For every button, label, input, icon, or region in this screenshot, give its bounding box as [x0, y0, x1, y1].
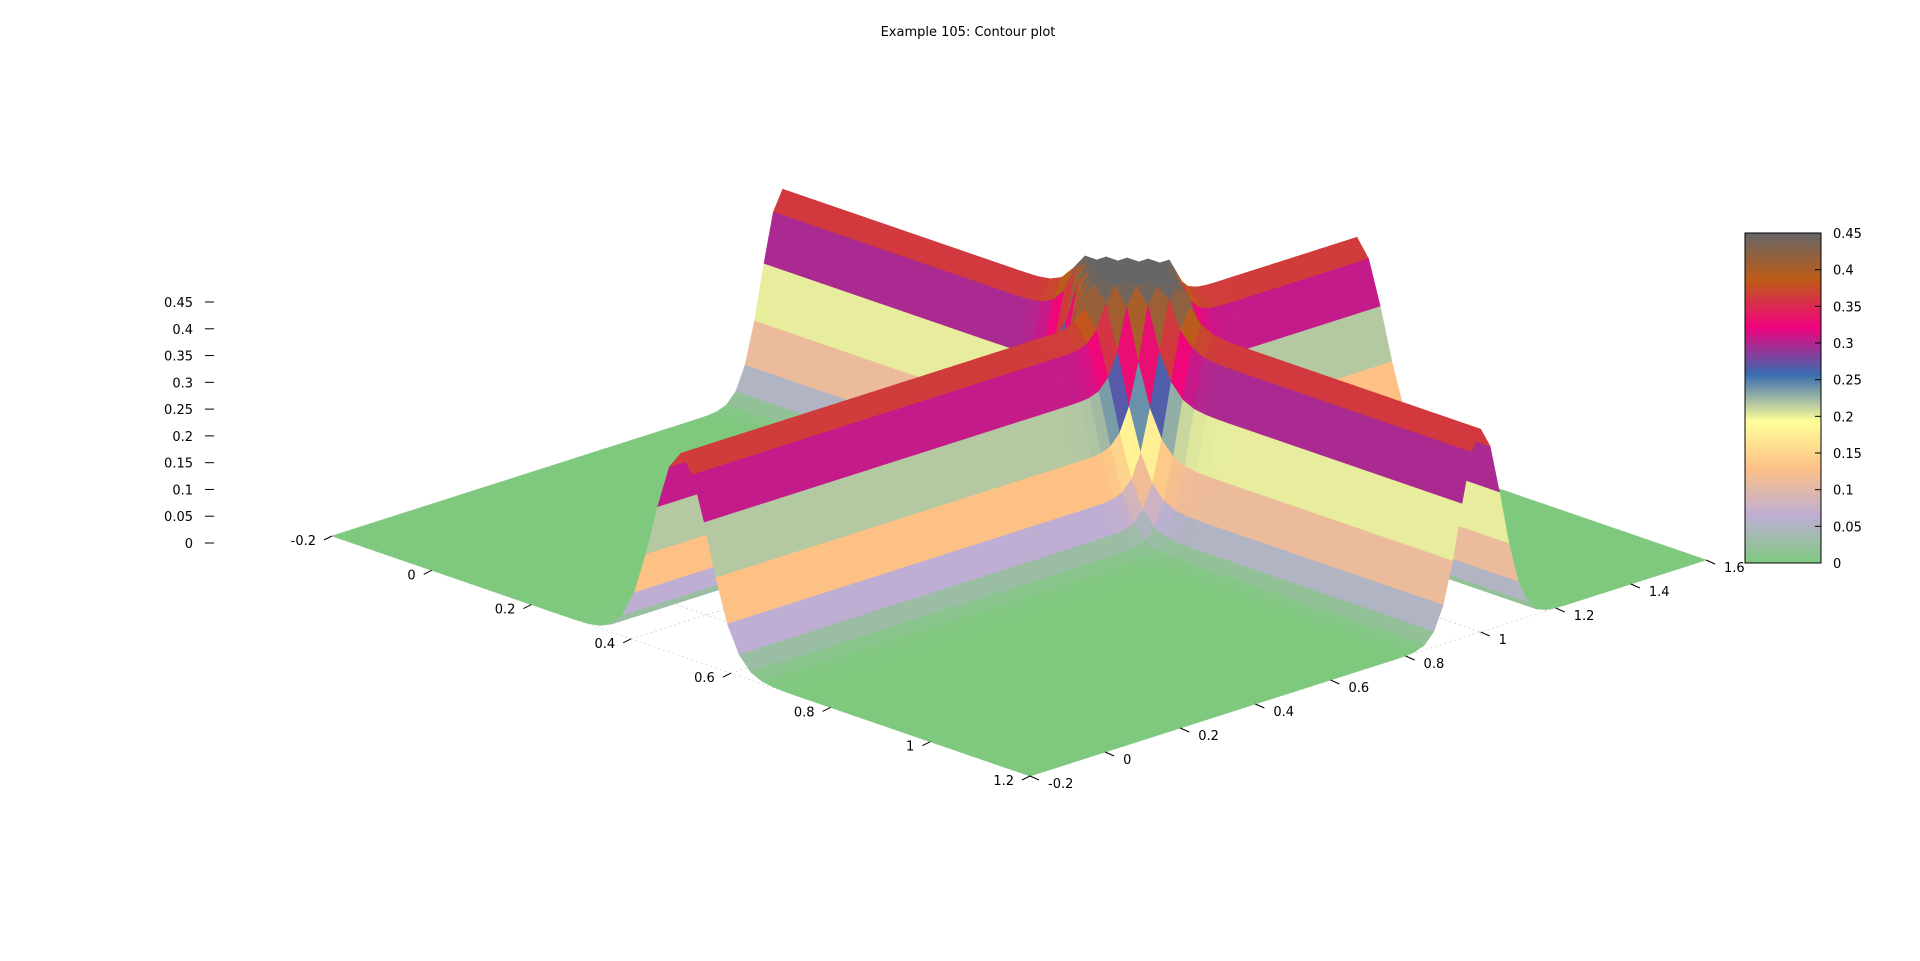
y-tick-mark [1405, 655, 1415, 661]
y-tick-label: 0.8 [1424, 657, 1445, 672]
y-tick-mark [1104, 751, 1115, 757]
colorbar: 0 0.05 0.1 0.15 0.2 0.25 0.3 0.35 0.4 0.45 [1744, 227, 1862, 572]
x-tick-label: 0.6 [694, 671, 715, 686]
z-tick-label: 0.2 [172, 430, 193, 445]
colorbar-tick-label: 0.05 [1833, 520, 1862, 535]
y-tick-mark [1630, 583, 1641, 589]
z-tick-label: 0.35 [164, 350, 193, 365]
y-tick-label: 1.4 [1649, 585, 1670, 600]
x-tick-mark [323, 535, 333, 541]
colorbar-tick-label: 0.15 [1833, 447, 1862, 462]
chart-title: Example 105: Contour plot [881, 25, 1056, 40]
z-tick-label: 0.05 [164, 510, 193, 525]
y-tick-label: -0.2 [1048, 777, 1073, 792]
x-tick-label: 0.4 [594, 637, 615, 652]
y-tick-mark [1255, 703, 1265, 709]
z-tick-label: 0.1 [172, 483, 193, 498]
colorbar-tick-label: 0 [1833, 557, 1841, 572]
x-tick-mark [722, 672, 732, 678]
x-tick-label: -0.2 [291, 534, 316, 549]
x-tick-mark [822, 706, 831, 712]
z-tick-label: 0.45 [164, 296, 193, 311]
x-tick-label: 1.2 [993, 774, 1014, 789]
z-tick-label: 0.15 [164, 457, 193, 472]
y-tick-label: 1.2 [1574, 609, 1595, 624]
y-tick-label: 0.4 [1273, 705, 1294, 720]
colorbar-tick-label: 0.1 [1833, 484, 1854, 499]
colorbar-tick-label: 0.45 [1833, 227, 1862, 242]
y-tick-mark [1330, 679, 1340, 685]
z-tick-label: 0.3 [172, 376, 193, 391]
z-tick-label: 0 [185, 537, 193, 552]
y-tick-label: 1.6 [1724, 561, 1745, 576]
colorbar-gradient [1744, 232, 1822, 564]
y-tick-mark [1180, 727, 1190, 733]
colorbar-tick-label: 0.25 [1833, 374, 1862, 389]
x-tick-mark [922, 741, 931, 747]
y-tick-mark [1029, 775, 1040, 781]
z-tick-label: 0.4 [172, 323, 193, 338]
y-tick-label: 0.2 [1198, 729, 1219, 744]
z-tick-label: 0.25 [164, 403, 193, 418]
colorbar-tick-label: 0.35 [1833, 300, 1862, 315]
y-tick-label: 1 [1499, 633, 1507, 648]
y-tick-label: 0 [1123, 753, 1131, 768]
x-tick-label: 0 [407, 568, 415, 583]
y-tick-mark [1705, 559, 1716, 565]
y-tick-label: 0.6 [1348, 681, 1369, 696]
colorbar-tick-label: 0.2 [1833, 410, 1854, 425]
y-tick-mark [1555, 607, 1565, 613]
x-tick-label: 1 [906, 740, 914, 755]
colorbar-tick-label: 0.3 [1833, 337, 1854, 352]
x-tick-label: 0.2 [495, 603, 516, 618]
x-tick-mark [423, 569, 432, 575]
z-axis: 0 0.05 0.1 0.15 0.2 0.25 0.3 0.35 0.4 0.45 [164, 296, 214, 552]
x-tick-mark [622, 638, 632, 644]
y-tick-mark [1480, 631, 1490, 637]
x-tick-mark [523, 604, 532, 610]
x-tick-label: 0.8 [794, 705, 815, 720]
surface-mesh [331, 188, 1707, 777]
colorbar-tick-label: 0.4 [1833, 264, 1854, 279]
x-tick-mark [1021, 775, 1031, 781]
